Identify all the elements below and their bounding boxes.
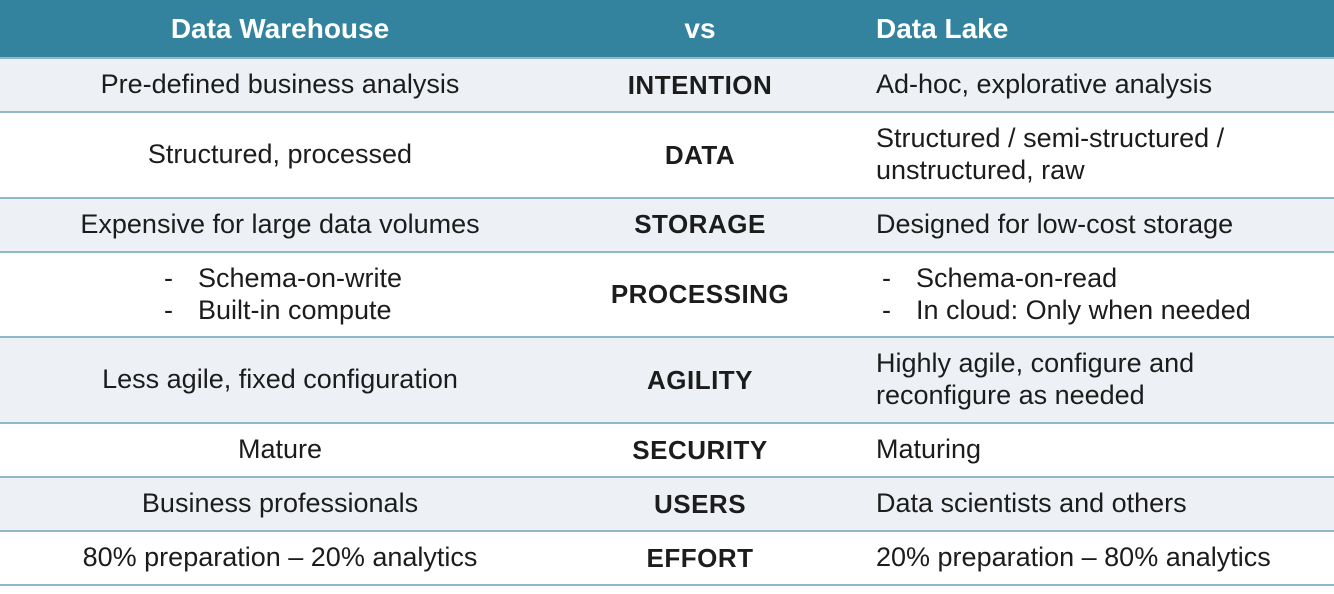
lake-cell: - Schema-on-read - In cloud: Only when need…	[840, 253, 1334, 337]
bullet-line: - In cloud: Only when needed	[876, 295, 1251, 327]
dash-bullet: -	[163, 262, 173, 293]
warehouse-text: Business professionals	[141, 488, 419, 519]
category-label: STORAGE	[634, 209, 766, 240]
warehouse-cell: Pre-defined business analysis	[0, 59, 560, 111]
warehouse-text: Mature	[237, 434, 323, 465]
warehouse-text: Expensive for large data volumes	[80, 208, 480, 239]
bullet-line: - Schema-on-write	[158, 263, 402, 295]
table-row: Structured, processed DATA Structured / se…	[0, 111, 1334, 197]
bullet-text: Schema-on-read	[916, 262, 1118, 293]
category-label: INTENTION	[627, 69, 773, 100]
category-label: EFFORT	[646, 542, 754, 573]
lake-text: Designed for low-cost storage	[876, 208, 1234, 239]
dash-bullet: -	[882, 294, 891, 325]
warehouse-cell: Business professionals	[0, 478, 560, 530]
warehouse-cell: Structured, processed	[0, 129, 560, 181]
table-row: - Schema-on-write - Built-in compute PROCESS…	[0, 250, 1334, 337]
category-label: PROCESSING	[610, 279, 790, 310]
header-data-lake: Data Lake	[876, 12, 1009, 44]
lake-cell: Maturing	[840, 424, 1334, 476]
lake-cell: Structured / semi-structured / unstructu…	[840, 113, 1334, 197]
bullet-text: Schema-on-write	[197, 262, 403, 293]
table-row: Less agile, fixed configuration AGILITY Hi…	[0, 336, 1334, 423]
lake-text: Data scientists and others	[876, 488, 1187, 519]
warehouse-cell: Mature	[0, 424, 560, 476]
lake-text: Highly agile, configure and reconfigure …	[876, 348, 1195, 411]
lake-cell: 20% preparation – 80% analytics	[840, 532, 1334, 584]
warehouse-text: Structured, processed	[147, 138, 413, 169]
table-row: Business professionals USERS Data scientis…	[0, 476, 1334, 531]
lake-cell: Data scientists and others	[840, 478, 1334, 530]
warehouse-cell: Expensive for large data volumes	[0, 199, 560, 251]
lake-text: Maturing	[876, 434, 982, 465]
warehouse-text: Pre-defined business analysis	[100, 69, 460, 100]
lake-cell: Ad-hoc, explorative analysis	[840, 59, 1334, 111]
dash-bullet: -	[163, 294, 173, 325]
category-label: DATA	[664, 139, 736, 170]
table-row: Mature SECURITY Maturing	[0, 422, 1334, 477]
lake-cell: Designed for low-cost storage	[840, 199, 1334, 251]
bullet-text: In cloud: Only when needed	[916, 294, 1251, 325]
table-row: 80% preparation – 20% analytics EFFORT 20%…	[0, 530, 1334, 585]
table-bottom-border	[0, 584, 1334, 594]
table-row: Pre-defined business analysis INTENTION Ad…	[0, 57, 1334, 111]
category-label: SECURITY	[632, 434, 768, 465]
category-label: AGILITY	[646, 364, 754, 395]
bullet-list: - Schema-on-read - In cloud: Only when need…	[876, 263, 1251, 327]
warehouse-cell: Less agile, fixed configuration	[0, 354, 560, 406]
table-body: Pre-defined business analysis INTENTION Ad…	[0, 57, 1334, 585]
lake-text: Ad-hoc, explorative analysis	[876, 69, 1213, 100]
lake-cell: Highly agile, configure and reconfigure …	[840, 338, 1334, 422]
header-vs: vs	[684, 12, 716, 44]
warehouse-text: Less agile, fixed configuration	[102, 364, 458, 395]
table-header-row: Data Warehouse vs Data Lake	[0, 0, 1334, 57]
header-data-warehouse: Data Warehouse	[170, 12, 390, 44]
category-label: USERS	[653, 488, 747, 519]
warehouse-cell: - Schema-on-write - Built-in compute	[0, 253, 560, 337]
warehouse-cell: 80% preparation – 20% analytics	[0, 532, 560, 584]
table-row: Expensive for large data volumes STORAGE D…	[0, 196, 1334, 251]
bullet-text: Built-in compute	[197, 294, 392, 325]
lake-text: 20% preparation – 80% analytics	[876, 542, 1271, 573]
dash-bullet: -	[882, 262, 891, 293]
bullet-list: - Schema-on-write - Built-in compute	[158, 263, 402, 327]
bullet-line: - Schema-on-read	[876, 263, 1251, 295]
warehouse-text: 80% preparation – 20% analytics	[82, 542, 478, 573]
lake-text: Structured / semi-structured / unstructu…	[876, 123, 1225, 185]
bullet-line: - Built-in compute	[158, 295, 402, 327]
